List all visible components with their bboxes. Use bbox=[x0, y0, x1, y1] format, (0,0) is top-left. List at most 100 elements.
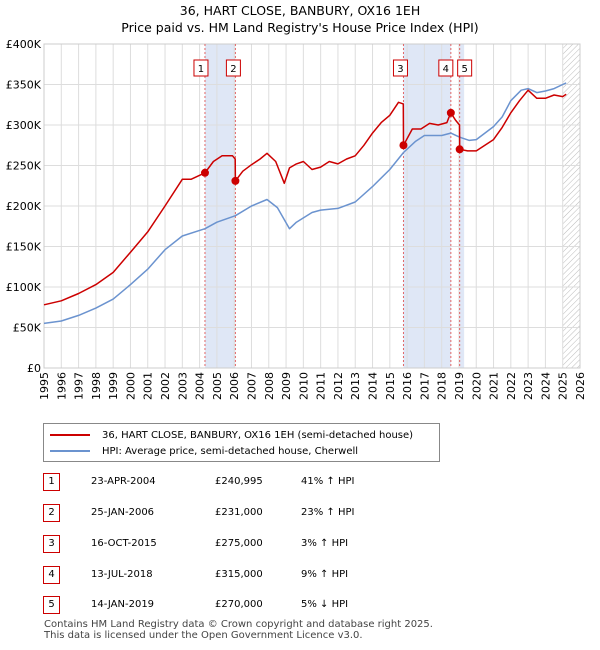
sale-point bbox=[200, 168, 209, 177]
transaction-number: 1 bbox=[43, 473, 60, 491]
sale-flag: 2 bbox=[225, 59, 241, 77]
x-tick-label: 2019 bbox=[453, 372, 466, 400]
sale-flag-label: 5 bbox=[461, 64, 467, 75]
x-tick-label: 2010 bbox=[297, 372, 310, 400]
x-tick-label: 2015 bbox=[384, 372, 397, 400]
sale-point bbox=[231, 176, 240, 185]
y-tick-label: £400K bbox=[6, 38, 42, 51]
x-tick-label: 2009 bbox=[280, 372, 293, 400]
x-tick-label: 2002 bbox=[159, 372, 172, 400]
table-row: 1 23-APR-2004 £240,995 41% ↑ HPI bbox=[43, 473, 423, 493]
transaction-price: £240,995 bbox=[215, 476, 263, 487]
legend-swatch-property bbox=[50, 434, 90, 436]
sale-flag: 1 bbox=[193, 59, 209, 77]
footer-licence: This data is licensed under the Open Gov… bbox=[44, 630, 363, 641]
sale-flag: 4 bbox=[438, 59, 454, 77]
x-tick-label: 1997 bbox=[73, 372, 86, 400]
transaction-date: 23-APR-2004 bbox=[91, 476, 156, 487]
x-tick-label: 2014 bbox=[367, 372, 380, 400]
legend-item-property: 36, HART CLOSE, BANBURY, OX16 1EH (semi-… bbox=[50, 427, 413, 443]
legend-label-hpi: HPI: Average price, semi-detached house,… bbox=[102, 445, 359, 457]
x-tick-label: 2011 bbox=[315, 372, 328, 400]
sale-point bbox=[446, 108, 455, 117]
x-tick-label: 2020 bbox=[470, 372, 483, 400]
x-tick-label: 2004 bbox=[194, 372, 207, 400]
transaction-number: 4 bbox=[43, 566, 60, 584]
legend-item-hpi: HPI: Average price, semi-detached house,… bbox=[50, 443, 358, 459]
x-tick-label: 2006 bbox=[228, 372, 241, 400]
transaction-price: £270,000 bbox=[215, 599, 263, 610]
x-tick-label: 2003 bbox=[176, 372, 189, 400]
transaction-hpi: 3% ↑ HPI bbox=[301, 538, 349, 549]
x-tick-label: 2023 bbox=[522, 372, 535, 400]
sale-flag-box bbox=[193, 59, 209, 77]
sale-flag-label: 3 bbox=[397, 64, 403, 75]
sale-flag-label: 1 bbox=[198, 64, 204, 75]
transaction-date: 16-OCT-2015 bbox=[91, 538, 157, 549]
x-tick-label: 2021 bbox=[488, 372, 501, 400]
x-tick-label: 2018 bbox=[436, 372, 449, 400]
y-tick-label: £200K bbox=[6, 200, 42, 213]
x-tick-label: 2026 bbox=[574, 372, 587, 400]
x-tick-label: 2017 bbox=[418, 372, 431, 400]
x-tick-label: 1998 bbox=[90, 372, 103, 400]
transaction-hpi: 41% ↑ HPI bbox=[301, 476, 355, 487]
sale-flag: 5 bbox=[457, 59, 473, 77]
transaction-number: 5 bbox=[43, 596, 60, 614]
x-tick-label: 2000 bbox=[124, 372, 137, 400]
sale-flag-box bbox=[457, 59, 473, 77]
x-tick-label: 1995 bbox=[38, 372, 51, 400]
x-tick-label: 2016 bbox=[401, 372, 414, 400]
sale-flag-box bbox=[225, 59, 241, 77]
legend-label-property: 36, HART CLOSE, BANBURY, OX16 1EH (semi-… bbox=[102, 429, 414, 441]
chart-legend: 36, HART CLOSE, BANBURY, OX16 1EH (semi-… bbox=[43, 423, 440, 462]
x-tick-label: 2005 bbox=[211, 372, 224, 400]
transaction-hpi: 23% ↑ HPI bbox=[301, 507, 355, 518]
x-tick-label: 2025 bbox=[557, 372, 570, 400]
page-title: 36, HART CLOSE, BANBURY, OX16 1EH bbox=[179, 3, 421, 18]
footer-copyright: Contains HM Land Registry data © Crown c… bbox=[44, 619, 433, 630]
y-tick-label: £350K bbox=[6, 79, 42, 92]
price-chart: 1 2 3 4 5 £0 £50K £100K £150K £200K £250K £300K £35… bbox=[6, 38, 587, 400]
y-tick-label: £0 bbox=[27, 362, 41, 375]
sale-point bbox=[455, 145, 464, 154]
transaction-date: 25-JAN-2006 bbox=[91, 507, 155, 518]
x-tick-label: 2008 bbox=[263, 372, 276, 400]
plot-border bbox=[43, 43, 581, 369]
x-tick-label: 1999 bbox=[107, 372, 120, 400]
table-row: 3 16-OCT-2015 £275,000 3% ↑ HPI bbox=[43, 535, 423, 555]
transaction-price: £231,000 bbox=[215, 507, 263, 518]
sale-flag: 3 bbox=[392, 59, 408, 77]
x-tick-label: 2013 bbox=[349, 372, 362, 400]
transaction-date: 14-JAN-2019 bbox=[91, 599, 155, 610]
table-row: 2 25-JAN-2006 £231,000 23% ↑ HPI bbox=[43, 504, 423, 524]
x-tick-label: 2024 bbox=[539, 372, 552, 400]
transaction-hpi: 9% ↑ HPI bbox=[301, 569, 349, 580]
transaction-number: 2 bbox=[43, 504, 60, 522]
x-tick-label: 2022 bbox=[505, 372, 518, 400]
sale-flag-label: 4 bbox=[443, 64, 449, 75]
page-subtitle: Price paid vs. HM Land Registry's House … bbox=[121, 20, 479, 35]
sale-flag-label: 2 bbox=[230, 64, 236, 75]
y-tick-label: £50K bbox=[13, 322, 42, 335]
x-tick-label: 2007 bbox=[245, 372, 258, 400]
sale-flag-box bbox=[392, 59, 408, 77]
transaction-price: £315,000 bbox=[215, 569, 263, 580]
footer: Contains HM Land Registry data © Crown c… bbox=[44, 619, 433, 641]
y-tick-label: £300K bbox=[6, 119, 42, 132]
transaction-hpi: 5% ↓ HPI bbox=[301, 599, 349, 610]
transaction-number: 3 bbox=[43, 535, 60, 553]
x-tick-label: 2012 bbox=[332, 372, 345, 400]
hpi-line bbox=[43, 82, 567, 325]
transaction-price: £275,000 bbox=[215, 538, 263, 549]
y-tick-label: £250K bbox=[6, 160, 42, 173]
legend-swatch-hpi bbox=[50, 450, 90, 452]
sale-flag-box bbox=[438, 59, 454, 77]
x-tick-label: 1996 bbox=[55, 372, 68, 400]
transaction-date: 13-JUL-2018 bbox=[91, 569, 153, 580]
y-tick-label: £150K bbox=[6, 241, 42, 254]
table-row: 5 14-JAN-2019 £270,000 5% ↓ HPI bbox=[43, 596, 423, 616]
x-tick-label: 2001 bbox=[142, 372, 155, 400]
table-row: 4 13-JUL-2018 £315,000 9% ↑ HPI bbox=[43, 566, 423, 586]
sale-point bbox=[399, 141, 408, 150]
